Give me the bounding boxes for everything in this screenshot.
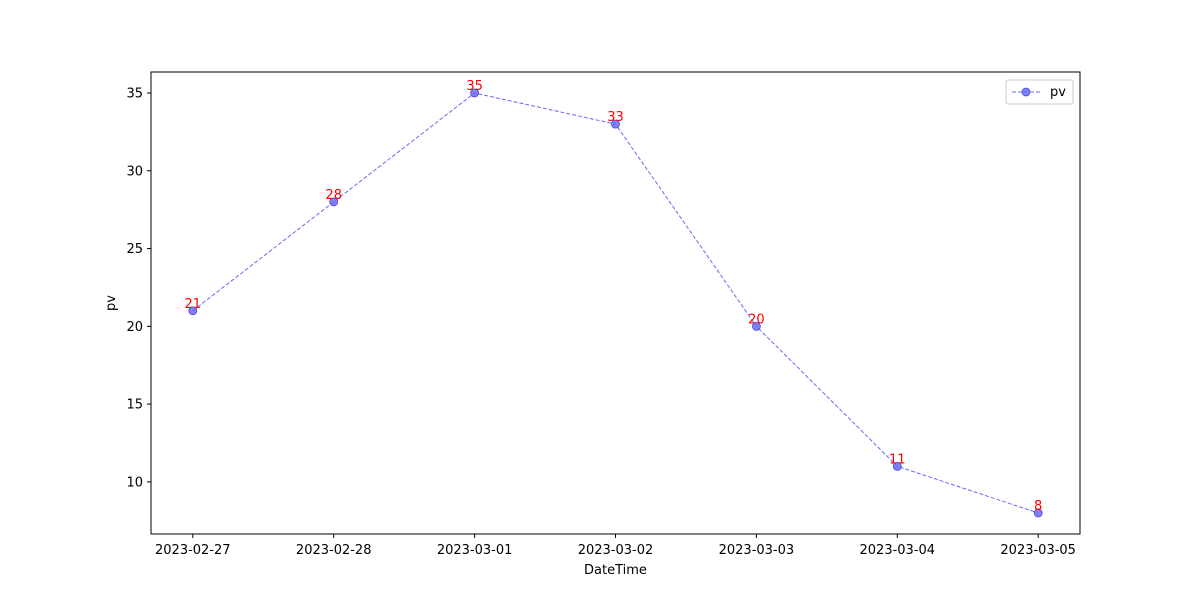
data-label: 8 [1034,499,1042,514]
x-tick-label: 2023-02-28 [296,543,372,558]
legend-marker-pv [1021,87,1031,97]
legend: pv [1005,79,1074,105]
x-axis-label: DateTime [584,563,647,578]
y-tick-label: 35 [126,87,143,102]
x-tick-label: 2023-03-05 [1000,543,1076,558]
y-tick-label: 25 [126,242,143,257]
data-point [1033,508,1043,518]
data-labels: 21 28 35 33 20 11 8 [185,79,1043,514]
data-label: 11 [889,452,906,467]
data-label: 20 [748,312,765,327]
plot-area [150,71,1081,535]
x-tick-label: 2023-03-04 [860,543,936,558]
x-tick-label: 2023-03-01 [437,543,513,558]
legend-label-pv: pv [1050,85,1066,100]
y-axis-ticks: 10 15 20 25 30 35 [126,87,151,490]
data-label: 33 [607,110,624,125]
data-label: 35 [466,79,483,94]
y-tick-label: 10 [126,475,143,490]
x-tick-label: 2023-03-02 [578,543,654,558]
x-axis-ticks: 2023-02-27 2023-02-28 2023-03-01 2023-03-02… [155,534,1076,558]
data-point [470,88,480,98]
y-tick-label: 15 [126,398,143,413]
data-point [892,461,902,471]
y-axis-label: pv [104,295,119,311]
data-point [188,306,198,316]
data-point [329,197,339,207]
y-tick-label: 30 [126,164,143,179]
x-tick-label: 2023-02-27 [155,543,231,558]
data-point [751,321,761,331]
x-tick-label: 2023-03-03 [719,543,795,558]
data-label: 28 [325,188,342,203]
data-point [611,119,620,129]
y-tick-label: 20 [126,320,143,335]
series-points [188,88,1043,518]
data-label: 21 [185,297,202,312]
